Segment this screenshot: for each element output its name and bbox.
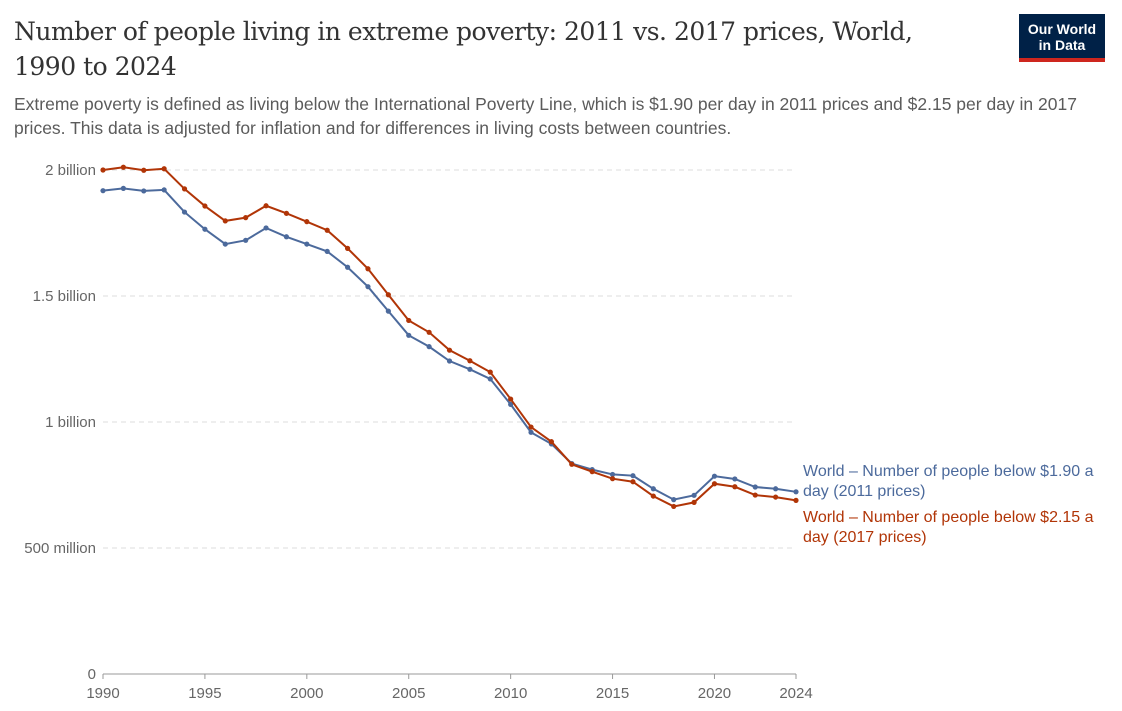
data-point	[773, 486, 779, 492]
data-point	[773, 494, 779, 500]
data-point	[161, 166, 167, 172]
data-point	[202, 226, 208, 232]
data-point	[548, 439, 555, 445]
data-point	[508, 396, 514, 402]
data-point	[243, 237, 249, 243]
data-point	[304, 241, 310, 247]
series-label: day (2011 prices)	[803, 483, 925, 500]
data-point	[120, 185, 126, 191]
data-point	[752, 484, 758, 490]
data-point	[406, 332, 412, 338]
data-point	[793, 489, 799, 495]
data-point	[589, 469, 595, 475]
series-line	[102, 187, 797, 501]
data-point	[732, 484, 738, 490]
data-point	[691, 492, 697, 498]
data-point	[671, 497, 677, 503]
data-point	[446, 358, 453, 364]
data-point	[528, 429, 534, 435]
data-point	[324, 227, 330, 233]
data-point	[650, 486, 656, 492]
data-point	[467, 366, 473, 372]
data-point	[426, 344, 432, 350]
data-point	[752, 492, 758, 498]
data-point	[365, 266, 371, 272]
data-point	[406, 317, 412, 324]
series-label: day (2017 prices)	[803, 529, 927, 546]
data-point	[222, 218, 228, 224]
data-point	[711, 473, 718, 479]
x-tick-label: 2015	[596, 685, 629, 702]
data-point	[569, 461, 575, 467]
y-tick-label: 2 billion	[45, 162, 96, 179]
x-tick-label: 2020	[698, 685, 731, 702]
data-point	[446, 347, 453, 353]
y-tick-label: 1.5 billion	[33, 288, 96, 305]
y-tick-label: 0	[88, 666, 96, 683]
y-tick-label: 1 billion	[45, 414, 96, 431]
data-point	[263, 203, 269, 209]
data-point	[120, 164, 126, 170]
data-point	[100, 167, 106, 173]
y-tick-label: 500 million	[24, 540, 96, 557]
data-point	[344, 264, 351, 270]
data-point	[243, 215, 249, 221]
chart-subtitle: Extreme poverty is defined as living bel…	[14, 94, 1077, 138]
data-point	[487, 376, 493, 382]
data-point	[161, 187, 167, 193]
data-point	[467, 358, 473, 364]
x-tick-label: 2000	[290, 685, 323, 702]
data-point	[385, 292, 391, 298]
data-point	[528, 424, 534, 430]
data-point	[630, 473, 636, 479]
x-tick-label: 1990	[86, 685, 119, 702]
data-point	[365, 284, 371, 290]
data-point	[793, 497, 799, 503]
data-point	[283, 210, 290, 216]
data-point	[141, 167, 147, 173]
x-tick-label: 1995	[188, 685, 221, 702]
data-point	[508, 401, 514, 407]
data-point	[181, 209, 188, 215]
data-point	[711, 481, 718, 487]
data-point	[691, 499, 697, 505]
data-point	[650, 493, 656, 499]
data-point	[304, 219, 310, 225]
x-tick-label: 2005	[392, 685, 425, 702]
data-point	[263, 225, 269, 231]
data-point	[426, 329, 432, 335]
data-point	[222, 241, 228, 247]
data-point	[609, 471, 616, 478]
data-point	[630, 479, 636, 485]
chart-title: Number of people living in extreme pover…	[14, 17, 913, 81]
data-point	[732, 476, 738, 482]
data-point	[202, 203, 208, 209]
data-point	[487, 369, 493, 375]
x-tick-label: 2010	[494, 685, 527, 702]
data-point	[100, 188, 106, 194]
data-point	[181, 186, 188, 192]
owid-logo[interactable]: Our World in Data	[1019, 14, 1105, 62]
x-tick-label: 2024	[779, 685, 812, 702]
data-point	[385, 308, 391, 314]
series-label: World – Number of people below $2.15 a	[803, 509, 1094, 526]
data-point	[283, 234, 290, 240]
series-line	[102, 166, 797, 508]
data-point	[344, 245, 351, 251]
data-point	[324, 248, 330, 254]
data-point	[609, 476, 616, 482]
series-label: World – Number of people below $1.90 a	[803, 463, 1094, 480]
data-point	[141, 188, 147, 194]
data-point	[671, 503, 677, 510]
